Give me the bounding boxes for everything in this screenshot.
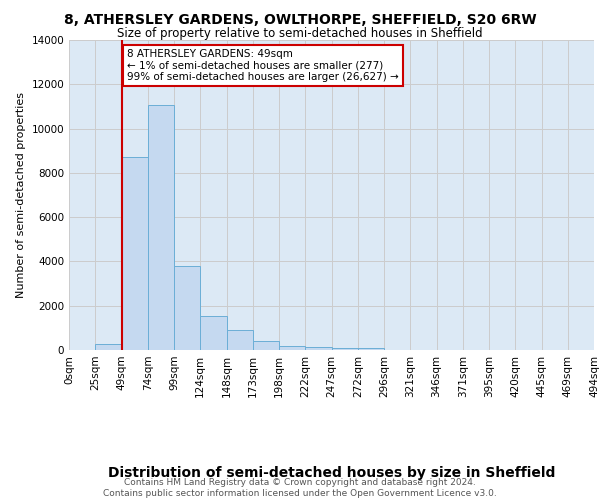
X-axis label: Distribution of semi-detached houses by size in Sheffield: Distribution of semi-detached houses by … <box>108 466 555 480</box>
Y-axis label: Number of semi-detached properties: Number of semi-detached properties <box>16 92 26 298</box>
Bar <box>358 348 384 350</box>
Text: Size of property relative to semi-detached houses in Sheffield: Size of property relative to semi-detach… <box>117 28 483 40</box>
Text: 8, ATHERSLEY GARDENS, OWLTHORPE, SHEFFIELD, S20 6RW: 8, ATHERSLEY GARDENS, OWLTHORPE, SHEFFIE… <box>64 12 536 26</box>
Bar <box>253 341 279 350</box>
Text: 8 ATHERSLEY GARDENS: 49sqm
← 1% of semi-detached houses are smaller (277)
99% of: 8 ATHERSLEY GARDENS: 49sqm ← 1% of semi-… <box>127 49 398 82</box>
Bar <box>305 346 331 350</box>
Bar <box>227 330 253 350</box>
Bar <box>200 316 227 350</box>
Bar <box>121 158 148 350</box>
Bar <box>174 266 200 350</box>
Bar <box>95 344 121 350</box>
Text: Contains HM Land Registry data © Crown copyright and database right 2024.
Contai: Contains HM Land Registry data © Crown c… <box>103 478 497 498</box>
Bar <box>331 348 358 350</box>
Bar <box>148 106 174 350</box>
Bar <box>279 346 305 350</box>
